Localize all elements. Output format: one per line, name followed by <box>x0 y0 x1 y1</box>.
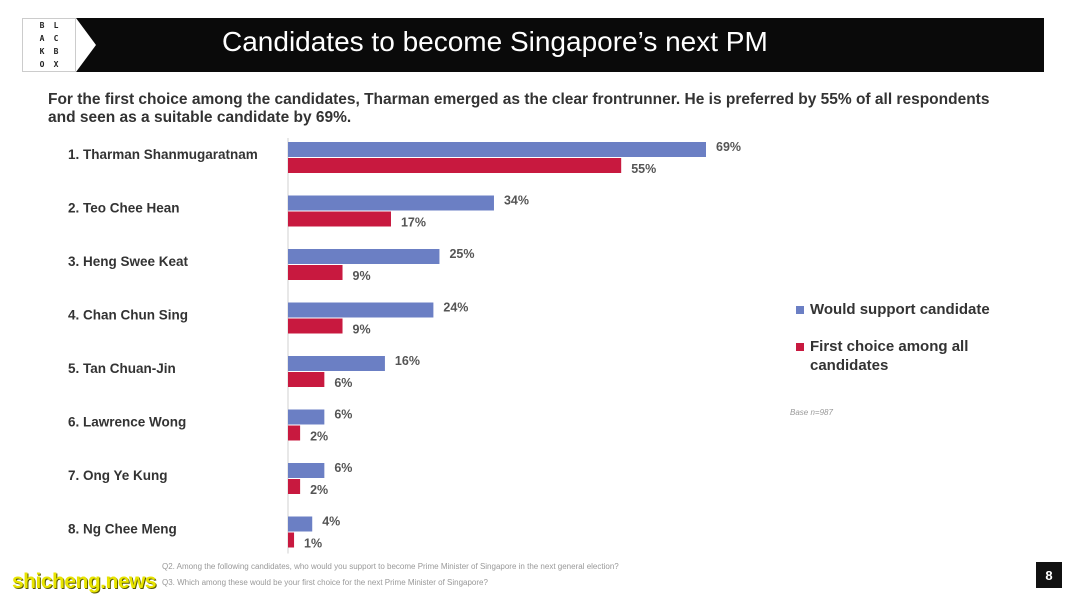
category-label: 3. Heng Swee Keat <box>68 254 189 269</box>
footnote-line-1: Q2. Among the following candidates, who … <box>162 562 619 571</box>
bar-first-choice <box>288 318 343 334</box>
legend-item-first-choice: First choice among all candidates <box>796 337 1036 375</box>
data-label-support: 6% <box>334 408 352 422</box>
bar-support <box>288 409 325 425</box>
logo-letter: B <box>53 47 59 56</box>
bar-support <box>288 142 706 157</box>
category-label: 8. Ng Chee Meng <box>68 522 177 537</box>
bar-support <box>288 302 434 318</box>
logo-letter: L <box>53 21 59 30</box>
footnote: Q2. Among the following candidates, who … <box>162 559 1022 591</box>
blackbox-logo: B L A C K B O X <box>22 18 76 72</box>
header-bar <box>22 18 1044 72</box>
data-label-support: 69% <box>716 140 741 154</box>
legend-label-first-choice: First choice among all candidates <box>810 338 969 374</box>
category-label: 5. Tan Chuan-Jin <box>68 361 176 376</box>
category-label: 6. Lawrence Wong <box>68 415 186 430</box>
data-label-first-choice: 2% <box>310 430 328 444</box>
bar-support <box>288 463 325 478</box>
logo-letter: C <box>53 34 59 43</box>
data-label-support: 16% <box>395 354 420 368</box>
data-label-first-choice: 17% <box>401 216 426 230</box>
bar-support <box>288 249 440 264</box>
data-label-first-choice: 1% <box>304 537 322 551</box>
category-label: 2. Teo Chee Hean <box>68 201 180 216</box>
bar-first-choice <box>288 425 301 441</box>
data-label-first-choice: 6% <box>334 376 352 390</box>
data-label-support: 4% <box>322 515 340 529</box>
category-label: 7. Ong Ye Kung <box>68 468 168 483</box>
bar-support <box>288 516 313 532</box>
logo-notch <box>76 18 96 72</box>
category-label: 1. Tharman Shanmugaratnam <box>68 147 258 162</box>
logo-letter: A <box>39 34 45 43</box>
logo-letter: B <box>39 21 45 30</box>
data-label-first-choice: 2% <box>310 483 328 497</box>
legend-swatch-first-choice <box>796 343 804 351</box>
logo-letter: X <box>53 60 59 69</box>
page-title: Candidates to become Singapore’s next PM <box>222 26 768 57</box>
data-label-first-choice: 9% <box>353 323 371 337</box>
bar-first-choice <box>288 479 301 494</box>
bar-support <box>288 356 385 371</box>
base-note: Base n=987 <box>790 408 833 417</box>
footnote-line-2: Q3. Which among these would be your firs… <box>162 578 488 587</box>
data-label-first-choice: 9% <box>353 269 371 283</box>
category-label: 4. Chan Chun Sing <box>68 308 188 323</box>
legend-item-support: Would support candidate <box>796 300 1036 319</box>
data-label-support: 25% <box>449 247 474 261</box>
bar-first-choice <box>288 265 343 280</box>
data-label-support: 6% <box>334 461 352 475</box>
bar-first-choice <box>288 211 391 227</box>
intro-text: For the first choice among the candidate… <box>48 91 990 126</box>
page-number: 8 <box>1036 562 1062 588</box>
data-label-support: 24% <box>443 301 468 315</box>
bar-first-choice <box>288 372 325 387</box>
chart-legend: Would support candidate First choice amo… <box>796 300 1036 393</box>
bar-support <box>288 195 494 211</box>
legend-label-support: Would support candidate <box>810 301 990 318</box>
logo-letter: K <box>39 47 45 56</box>
data-label-first-choice: 55% <box>631 162 656 176</box>
bar-first-choice <box>288 532 295 548</box>
watermark: shicheng.news <box>12 570 157 593</box>
logo-letter: O <box>39 60 45 69</box>
bar-first-choice <box>288 158 622 173</box>
legend-swatch-support <box>796 306 804 314</box>
data-label-support: 34% <box>504 194 529 208</box>
